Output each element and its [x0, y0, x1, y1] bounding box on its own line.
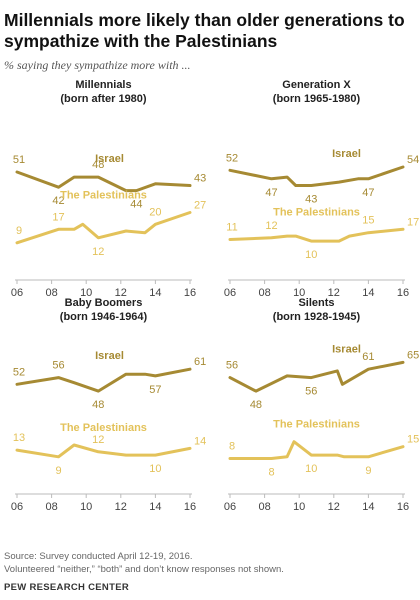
series-name-israel: Israel — [95, 350, 124, 362]
x-tick-label: 12 — [115, 501, 127, 513]
x-tick-label: 12 — [115, 287, 127, 299]
x-tick-label: 12 — [328, 287, 340, 299]
data-label: 11 — [226, 221, 237, 233]
x-tick-label: 08 — [258, 287, 270, 299]
x-tick-label: 16 — [184, 287, 196, 299]
x-tick-label: 12 — [328, 501, 340, 513]
data-label: 15 — [407, 434, 419, 446]
data-label: 10 — [305, 463, 317, 475]
data-label: 12 — [92, 434, 104, 446]
x-tick-label: 16 — [397, 501, 409, 513]
data-label: 47 — [362, 187, 374, 199]
data-label: 56 — [226, 360, 238, 372]
series-name-palestinians: The Palestinians — [60, 422, 147, 434]
data-label: 14 — [194, 435, 206, 447]
x-tick-label: 08 — [45, 287, 57, 299]
israel-series-line — [228, 165, 405, 187]
data-label: 9 — [16, 225, 22, 237]
israel-series-line — [228, 360, 405, 393]
panel-title: Generation X — [282, 79, 351, 91]
panel-title: Baby Boomers — [65, 297, 143, 309]
x-tick-label: 16 — [184, 501, 196, 513]
palestinians-series-line — [15, 443, 192, 459]
data-label: 17 — [52, 211, 64, 223]
data-label: 8 — [229, 441, 235, 453]
panel-title: Millennials — [75, 79, 131, 91]
x-tick-label: 16 — [397, 287, 409, 299]
data-label: 12 — [92, 246, 104, 258]
data-label: 48 — [92, 399, 104, 411]
series-name-israel: Israel — [332, 343, 361, 355]
data-label: 57 — [149, 384, 161, 396]
source-note: Source: Survey conducted April 12-19, 20… — [4, 551, 193, 562]
data-label: 48 — [92, 159, 104, 171]
series-name-israel: Israel — [95, 153, 124, 165]
data-label: 15 — [362, 215, 374, 227]
data-label: 52 — [226, 152, 238, 164]
panel-subtitle: (born 1946-1964) — [60, 311, 148, 323]
x-tick-label: 08 — [45, 501, 57, 513]
data-label: 20 — [149, 206, 161, 218]
israel-series-line — [15, 367, 192, 393]
x-tick-label: 10 — [80, 287, 92, 299]
x-tick-label: 10 — [293, 501, 305, 513]
panel-subtitle: (born 1965-1980) — [273, 93, 361, 105]
data-label: 10 — [149, 463, 161, 475]
footer-notes: Source: Survey conducted April 12-19, 20… — [4, 550, 284, 576]
data-label: 9 — [365, 465, 371, 477]
data-label: 56 — [305, 386, 317, 398]
x-tick-label: 06 — [11, 501, 23, 513]
x-tick-label: 06 — [11, 287, 23, 299]
chart-title: Millennials more likely than older gener… — [4, 10, 405, 51]
panel-subtitle: (born 1928-1945) — [273, 311, 361, 323]
series-name-palestinians: The Palestinians — [273, 419, 360, 431]
data-label: 47 — [265, 187, 277, 199]
chart-subtitle: % saying they sympathize more with ... — [4, 58, 191, 72]
data-label: 56 — [52, 360, 64, 372]
x-tick-label: 14 — [362, 287, 374, 299]
data-label: 61 — [194, 356, 206, 368]
data-label: 13 — [13, 432, 25, 444]
data-label: 17 — [407, 216, 419, 228]
series-name-palestinians: The Palestinians — [273, 206, 360, 218]
data-label: 44 — [130, 199, 142, 211]
data-label: 12 — [265, 220, 277, 232]
palestinians-series-line — [15, 211, 192, 245]
data-label: 43 — [194, 173, 206, 185]
data-label: 65 — [407, 349, 419, 361]
palestinians-series-line — [228, 440, 405, 460]
series-name-palestinians: The Palestinians — [60, 189, 147, 201]
data-label: 42 — [52, 195, 64, 207]
x-tick-label: 08 — [258, 501, 270, 513]
palestinians-series-line — [228, 227, 405, 243]
panel-title: Silents — [298, 297, 334, 309]
data-label: 9 — [55, 465, 61, 477]
data-label: 43 — [305, 194, 317, 206]
data-label: 48 — [250, 399, 262, 411]
brand-logo-text: PEW RESEARCH CENTER — [4, 582, 129, 593]
x-tick-label: 14 — [149, 501, 161, 513]
series-name-israel: Israel — [332, 148, 361, 160]
israel-series-line — [15, 170, 192, 193]
data-label: 61 — [362, 351, 374, 363]
x-tick-label: 10 — [293, 287, 305, 299]
x-tick-label: 14 — [362, 501, 374, 513]
data-label: 8 — [268, 467, 274, 479]
x-tick-label: 06 — [224, 287, 236, 299]
x-tick-label: 10 — [80, 501, 92, 513]
responses-note: Volunteered “neither,” “both” and don’t … — [4, 564, 284, 575]
data-label: 54 — [407, 154, 419, 166]
x-tick-label: 14 — [149, 287, 161, 299]
data-label: 52 — [13, 366, 25, 378]
data-label: 51 — [13, 154, 25, 166]
data-label: 10 — [305, 249, 317, 261]
panel-subtitle: (born after 1980) — [60, 93, 147, 105]
x-tick-label: 06 — [224, 501, 236, 513]
data-label: 27 — [194, 199, 206, 211]
